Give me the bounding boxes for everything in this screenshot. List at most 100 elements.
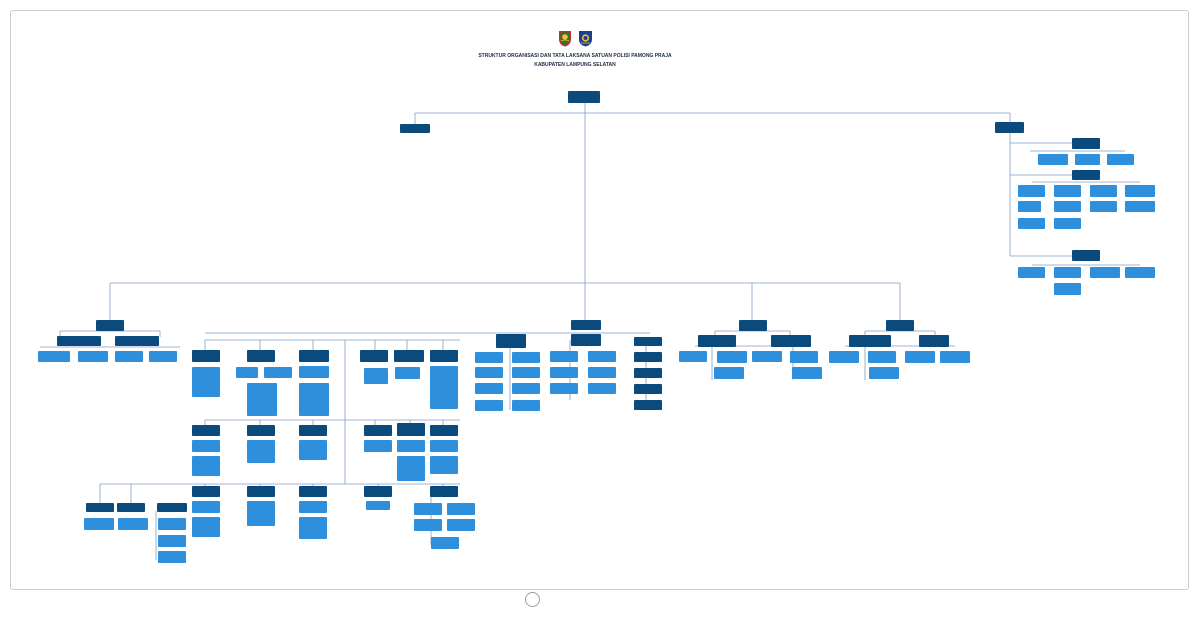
org-box-unit	[394, 350, 424, 362]
org-box-staff	[158, 551, 186, 563]
org-box-unit	[157, 503, 187, 512]
org-box-section	[496, 334, 526, 348]
org-box-staff	[430, 440, 458, 452]
org-box-staff	[299, 383, 329, 416]
org-box-unit	[299, 425, 327, 436]
org-box-section	[634, 337, 662, 346]
org-box-staff	[38, 351, 70, 362]
diagram-canvas-frame	[10, 10, 1189, 590]
org-box-staff	[192, 456, 220, 476]
org-box-sub-2	[1072, 170, 1100, 180]
org-box-section	[919, 335, 949, 347]
org-box-staff	[1107, 154, 1134, 165]
org-box-section	[115, 336, 159, 346]
org-box-staff	[1054, 201, 1081, 212]
org-box-unit	[364, 486, 392, 497]
org-box-staff	[247, 440, 275, 463]
org-box-staff	[550, 383, 578, 394]
org-box-staff	[717, 351, 747, 363]
org-box-staff	[829, 351, 859, 363]
org-box-staff	[366, 501, 390, 510]
org-box-division-head	[96, 320, 124, 331]
org-box-unit	[430, 425, 458, 436]
org-box-unit	[192, 486, 220, 497]
org-box-section	[571, 334, 601, 346]
org-box-head	[568, 91, 600, 103]
org-box-staff	[1090, 267, 1120, 278]
org-box-staff	[192, 501, 220, 513]
org-box-staff	[588, 351, 616, 362]
zoom-control-button[interactable]	[525, 592, 540, 607]
regency-crest-icon	[559, 31, 571, 47]
org-box-unit	[86, 503, 114, 512]
org-box-staff	[264, 367, 292, 378]
org-box-staff	[1054, 267, 1081, 278]
org-box-staff	[940, 351, 970, 363]
org-box-staff	[1054, 185, 1081, 197]
org-box-section	[849, 335, 891, 347]
org-box-staff	[588, 367, 616, 378]
org-box-staff	[512, 400, 540, 411]
org-box-staff	[158, 535, 186, 547]
org-box-staff	[414, 519, 442, 531]
org-box-staff	[78, 351, 108, 362]
org-box-staff	[299, 366, 329, 378]
org-box-staff	[299, 501, 327, 513]
org-box-division-head	[886, 320, 914, 331]
org-box-staff	[158, 518, 186, 530]
org-box-unit	[360, 350, 388, 362]
org-box-staff	[752, 351, 782, 362]
org-box-staff	[550, 367, 578, 378]
org-box-staff	[192, 440, 220, 452]
org-box-staff	[364, 440, 392, 452]
org-box-unit	[430, 486, 458, 497]
org-box-staff	[236, 367, 258, 378]
org-box-staff	[192, 517, 220, 537]
org-box-staff	[512, 367, 540, 378]
org-box-staff	[364, 368, 388, 384]
org-box-staff	[1054, 283, 1081, 295]
org-box-staff	[588, 383, 616, 394]
org-box-staff	[1038, 154, 1068, 165]
org-box-staff	[512, 383, 540, 394]
org-box-staff	[115, 351, 143, 362]
org-box-unit	[397, 423, 425, 436]
org-box-unit	[634, 368, 662, 378]
org-box-staff	[1075, 154, 1100, 165]
org-box-staff	[397, 440, 425, 452]
org-box-staff	[550, 351, 578, 362]
org-box-staff	[790, 351, 818, 363]
org-box-staff	[869, 367, 899, 379]
org-box-staff	[84, 518, 114, 530]
org-box-division-head	[739, 320, 767, 331]
org-box-division-head	[571, 320, 601, 330]
org-box-unit	[117, 503, 145, 512]
org-box-staff	[1054, 218, 1081, 229]
page-title: STRUKTUR ORGANISASI DAN TATA LAKSANA SAT…	[478, 53, 672, 59]
org-box-staff	[414, 503, 442, 515]
org-box-unit	[634, 352, 662, 362]
org-box-staff	[447, 519, 475, 531]
org-box-staff	[679, 351, 707, 362]
org-box-unit	[247, 486, 275, 497]
org-box-staff	[512, 352, 540, 363]
org-box-unit	[634, 384, 662, 394]
org-box-staff	[149, 351, 177, 362]
org-box-staff	[192, 367, 220, 397]
org-box-staff	[299, 517, 327, 539]
org-box-staff	[1018, 201, 1041, 212]
org-box-staff	[247, 501, 275, 526]
org-box-staff	[397, 456, 425, 481]
org-box-staff	[475, 367, 503, 378]
org-box-sub-3	[1072, 250, 1100, 261]
page-subtitle: KABUPATEN LAMPUNG SELATAN	[534, 62, 616, 68]
org-box-staff	[475, 383, 503, 394]
satpol-pp-emblem-icon	[579, 31, 592, 47]
org-box-staff	[1018, 218, 1045, 229]
org-box-staff	[905, 351, 935, 363]
org-box-unit	[299, 486, 327, 497]
org-box-unit	[247, 425, 275, 436]
org-box-staff	[431, 537, 459, 549]
org-box-sub-1	[1072, 138, 1100, 149]
org-box-unit	[299, 350, 329, 362]
